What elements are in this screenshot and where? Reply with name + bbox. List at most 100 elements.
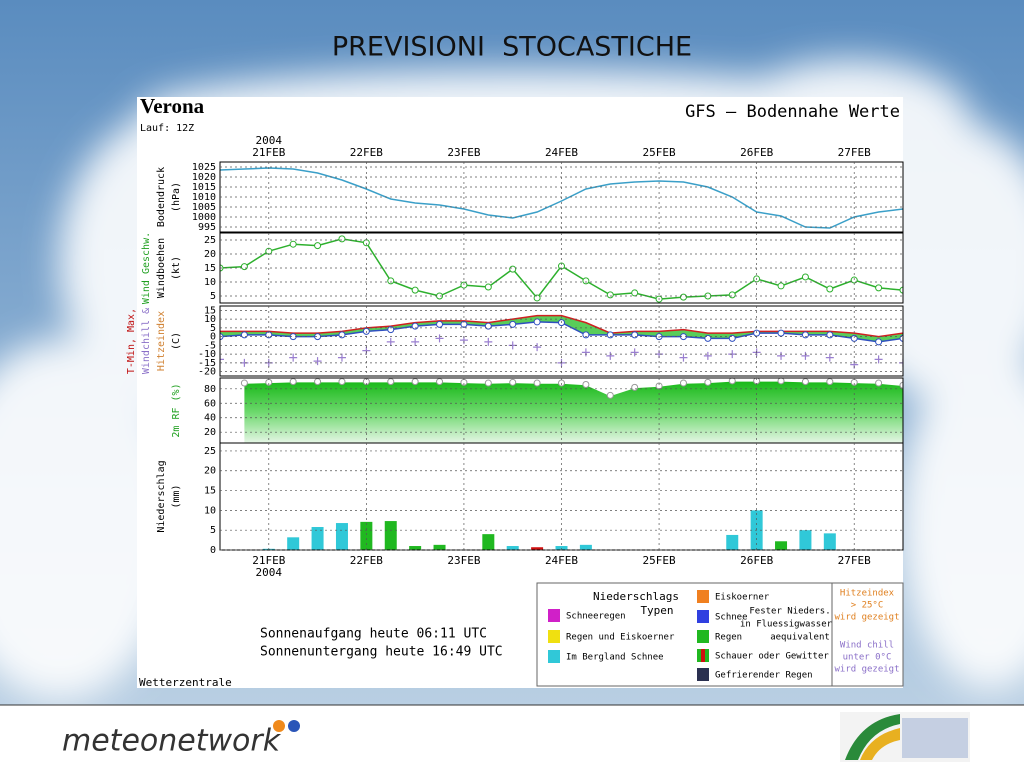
point xyxy=(533,294,541,302)
y-axis-label: T-Min, Max, xyxy=(126,308,137,374)
y-tick-label: 1005 xyxy=(192,202,216,213)
legend-title: Niederschlags xyxy=(593,590,679,603)
x-tick-label: 27FEB xyxy=(838,146,871,159)
y-tick-label: 0 xyxy=(210,545,216,556)
x-tick-label: 25FEB xyxy=(643,554,676,567)
plot-area xyxy=(220,167,903,550)
point xyxy=(387,277,395,285)
point xyxy=(314,242,322,250)
brand: meteonetwork xyxy=(62,724,282,759)
cross-marker xyxy=(777,351,786,360)
y-tick-label: -15 xyxy=(198,358,216,369)
point xyxy=(899,381,903,389)
point xyxy=(289,378,297,386)
y-tick-label: 995 xyxy=(198,222,216,233)
point xyxy=(582,277,590,285)
x-tick-label: 24FEB xyxy=(545,146,578,159)
bar xyxy=(579,544,592,550)
cross-marker xyxy=(435,334,444,343)
point xyxy=(509,378,517,386)
x-tick-label: 27FEB xyxy=(838,554,871,567)
y-tick-label: 15 xyxy=(204,305,216,316)
cross-marker xyxy=(606,351,615,360)
x-tick-label: 23FEB xyxy=(447,554,480,567)
cross-marker xyxy=(801,351,810,360)
legend-label: Regen und Eiskoerner xyxy=(566,633,675,643)
point xyxy=(826,378,834,386)
chill-note: unter 0°C xyxy=(843,653,892,663)
y-tick-label: 0 xyxy=(210,332,216,343)
bar xyxy=(531,547,544,550)
x-tick-label: 22FEB xyxy=(350,554,383,567)
legend-label: Regen xyxy=(715,633,742,643)
point xyxy=(777,282,785,290)
series-line xyxy=(244,380,903,397)
point xyxy=(606,291,614,299)
y-axis-label: Windchill & xyxy=(141,308,152,374)
point xyxy=(606,391,614,399)
legend-label: Schnee xyxy=(715,613,748,623)
sunrise: Sonnenaufgang heute 06:11 UTC xyxy=(260,627,487,642)
y-tick-label: 1025 xyxy=(192,162,216,173)
point xyxy=(436,320,444,328)
y-tick-label: 10 xyxy=(204,314,216,325)
y-tick-label: 5 xyxy=(210,291,216,302)
point xyxy=(240,379,248,387)
y-tick-label: 1000 xyxy=(192,212,216,223)
bar xyxy=(823,533,836,550)
y-axis-label: Niederschlag xyxy=(156,460,167,532)
y-tick-label: 1010 xyxy=(192,192,216,203)
point xyxy=(314,378,322,386)
cross-marker xyxy=(728,350,737,359)
point xyxy=(875,379,883,387)
cross-marker xyxy=(581,348,590,357)
chill-note: Wind chill xyxy=(840,641,894,651)
legend-swatch-accent xyxy=(701,649,705,662)
place: Verona xyxy=(140,94,205,118)
point xyxy=(484,283,492,291)
bar xyxy=(311,527,324,550)
bar xyxy=(482,534,495,550)
cross-marker xyxy=(386,337,395,346)
point xyxy=(240,263,248,271)
point xyxy=(338,235,346,243)
legend-note: in Fluessigwasser xyxy=(740,620,833,630)
y-axis-label: (kt) xyxy=(171,256,182,280)
legend-label: Eiskoerner xyxy=(715,593,770,603)
point xyxy=(899,286,903,294)
point xyxy=(631,383,639,391)
point xyxy=(801,378,809,386)
y-tick-label: 1015 xyxy=(192,182,216,193)
point xyxy=(509,265,517,273)
point xyxy=(387,326,395,334)
y-axis-label: (C) xyxy=(171,332,182,350)
y-tick-label: 10 xyxy=(204,505,216,516)
point xyxy=(436,378,444,386)
point xyxy=(728,291,736,299)
point xyxy=(704,378,712,386)
point xyxy=(533,318,541,326)
series-line xyxy=(220,314,903,338)
bar xyxy=(360,521,373,550)
y-tick-label: 5 xyxy=(210,323,216,334)
bar xyxy=(335,523,348,550)
y-tick-label: 15 xyxy=(204,263,216,274)
cross-marker xyxy=(289,353,298,362)
bar xyxy=(726,534,739,550)
slide-title: PREVISIONI STOCASTICHE xyxy=(332,32,692,63)
bar xyxy=(799,530,812,550)
y-tick-label: -5 xyxy=(204,340,216,351)
x-tick-label: 25FEB xyxy=(643,146,676,159)
legend-label: Schauer oder Gewitter xyxy=(715,652,829,662)
legend-note: Fester Nieders. xyxy=(749,607,830,617)
y-axis-label: Wind Geschw. xyxy=(141,232,152,304)
model: GFS — Bodennahe Werte xyxy=(685,102,900,122)
x-tick-label: 22FEB xyxy=(350,146,383,159)
point xyxy=(289,240,297,248)
y-tick-label: -20 xyxy=(198,367,216,378)
y-axis-label: Hitzeindex xyxy=(156,311,167,371)
brand-dot xyxy=(288,720,300,732)
y-tick-label: 60 xyxy=(204,398,216,409)
y-axis-label: 2m RF (%) xyxy=(171,383,182,437)
cross-marker xyxy=(411,337,420,346)
